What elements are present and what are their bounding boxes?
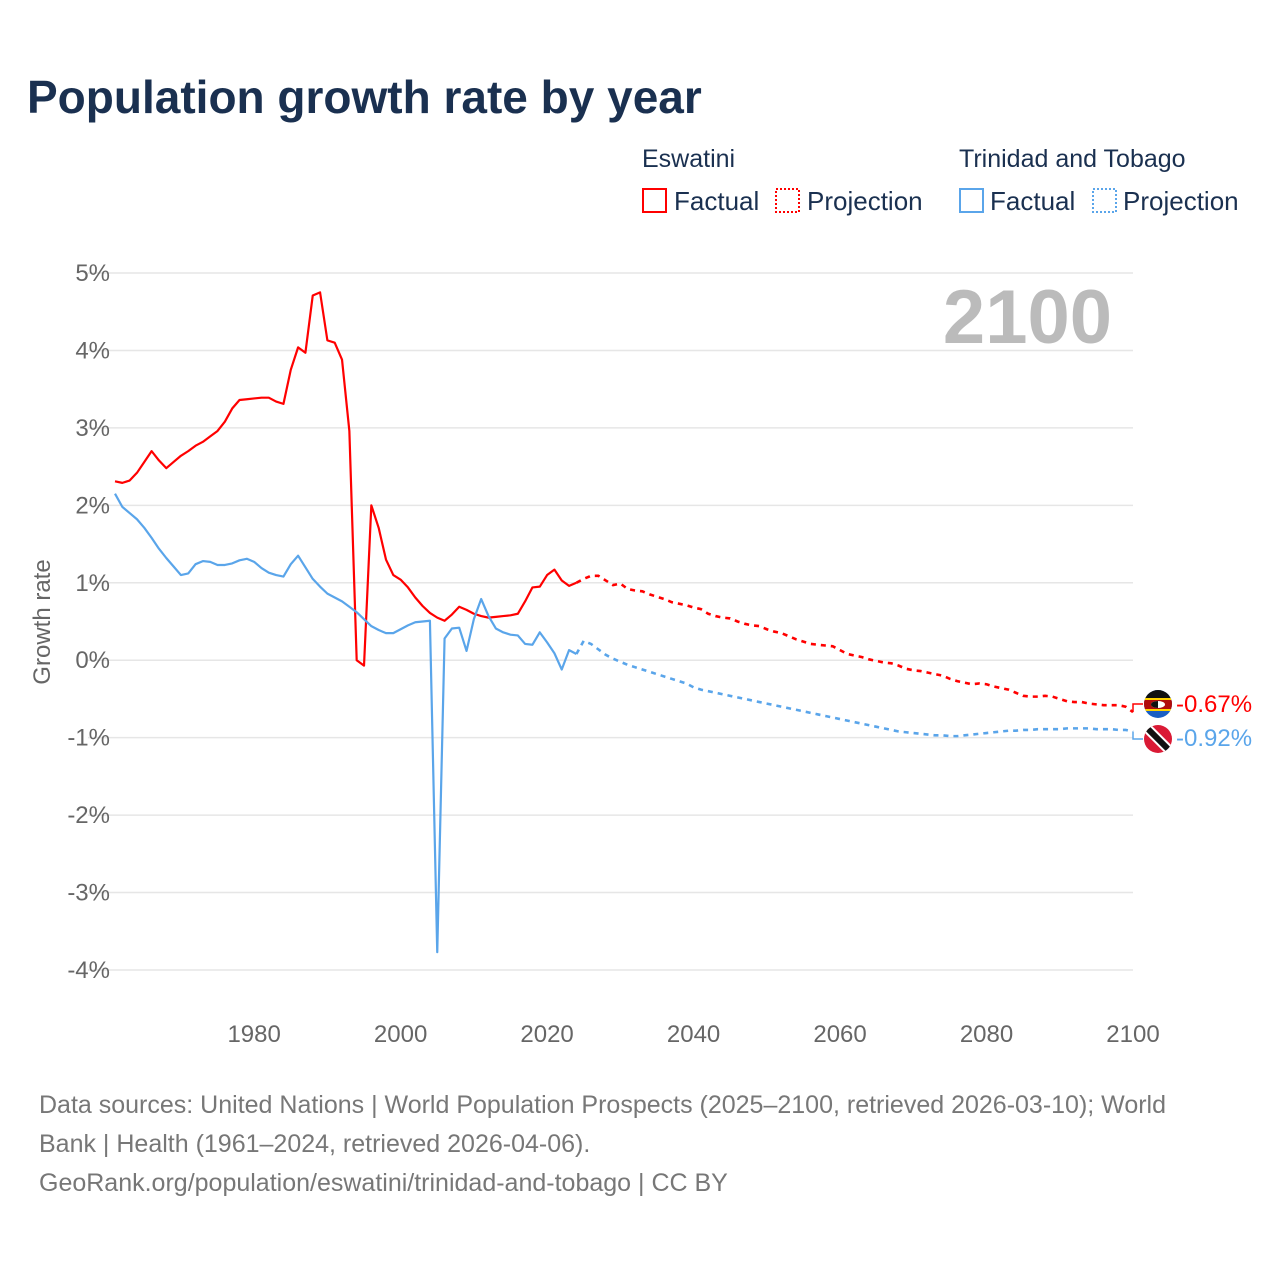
chart-title: Population growth rate by year — [27, 71, 702, 123]
eswatini-flag-icon — [1144, 690, 1172, 718]
eswatini-end-label: -0.67% — [1176, 691, 1252, 718]
x-tick-label: 1980 — [227, 1021, 280, 1048]
x-tick-label: 2040 — [667, 1021, 720, 1048]
x-tick-label: 2020 — [520, 1021, 573, 1048]
legend-group-trinidad: Trinidad and Tobago — [959, 145, 1186, 173]
legend-swatch-eswatini-projection — [775, 188, 800, 213]
y-axis-label: Growth rate — [29, 559, 56, 684]
trinidad-end-connector — [1132, 731, 1143, 740]
trinidad-projection-line — [575, 639, 1134, 738]
trinidad-flag-icon — [1144, 725, 1172, 753]
y-tick-label: -3% — [67, 880, 110, 907]
x-tick-label: 2060 — [813, 1021, 866, 1048]
series-lines — [114, 291, 1143, 954]
x-tick-label: 2000 — [374, 1021, 427, 1048]
x-axis: 1980 2000 2020 2040 2060 2080 2100 — [227, 1021, 1159, 1048]
trinidad-end-label: -0.92% — [1176, 725, 1252, 752]
legend-swatch-trinidad-projection — [1092, 188, 1117, 213]
legend-swatch-eswatini-factual — [642, 188, 667, 213]
y-tick-label: 3% — [75, 415, 110, 442]
x-tick-label: 2100 — [1106, 1021, 1159, 1048]
y-axis: 5% 4% 3% 2% 1% 0% -1% -2% -3% -4% — [67, 260, 110, 984]
y-tick-label: 2% — [75, 492, 110, 519]
legend: Eswatini Factual Projection Trinidad and… — [642, 145, 1239, 216]
legend-eswatini-factual[interactable]: Factual — [674, 186, 759, 216]
eswatini-end-connector — [1132, 703, 1143, 713]
y-tick-label: 4% — [75, 337, 110, 364]
footer-source-line-2: Bank | Health (1961–2024, retrieved 2026… — [39, 1130, 590, 1158]
legend-trinidad-factual[interactable]: Factual — [990, 186, 1075, 216]
y-tick-label: 0% — [75, 647, 110, 674]
gridlines — [88, 272, 1133, 971]
x-tick-label: 2080 — [960, 1021, 1013, 1048]
footer-source-line-1: Data sources: United Nations | World Pop… — [39, 1091, 1166, 1119]
y-tick-label: -2% — [67, 802, 110, 829]
eswatini-factual-line — [114, 291, 577, 667]
y-tick-label: -4% — [67, 957, 110, 984]
legend-group-eswatini: Eswatini — [642, 145, 735, 173]
y-tick-label: 1% — [75, 570, 110, 597]
current-year-label: 2100 — [943, 275, 1112, 360]
y-tick-label: 5% — [75, 260, 110, 287]
legend-eswatini-projection[interactable]: Projection — [807, 186, 923, 216]
y-tick-label: -1% — [67, 725, 110, 752]
footer-link[interactable]: GeoRank.org/population/eswatini/trinidad… — [39, 1169, 728, 1197]
trinidad-factual-line — [114, 493, 577, 954]
legend-trinidad-projection[interactable]: Projection — [1123, 186, 1239, 216]
eswatini-projection-line — [575, 574, 1134, 714]
legend-swatch-trinidad-factual — [959, 188, 984, 213]
